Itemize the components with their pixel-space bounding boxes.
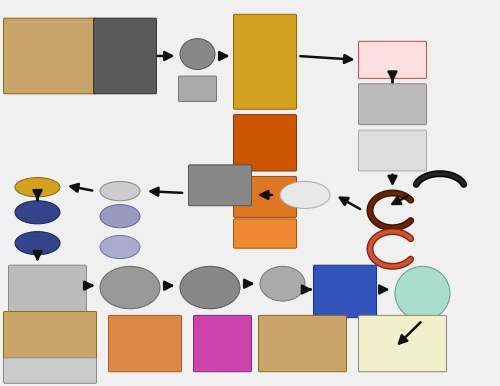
FancyBboxPatch shape (4, 358, 96, 383)
Ellipse shape (100, 266, 160, 309)
FancyBboxPatch shape (258, 315, 346, 372)
Ellipse shape (180, 39, 215, 69)
FancyBboxPatch shape (358, 130, 426, 171)
Ellipse shape (260, 266, 305, 301)
Ellipse shape (395, 266, 450, 320)
FancyBboxPatch shape (358, 84, 426, 125)
FancyBboxPatch shape (188, 165, 252, 206)
Ellipse shape (15, 178, 60, 197)
Ellipse shape (15, 232, 60, 255)
FancyBboxPatch shape (358, 315, 446, 372)
Ellipse shape (100, 181, 140, 201)
Ellipse shape (100, 235, 140, 259)
FancyBboxPatch shape (108, 315, 182, 372)
FancyBboxPatch shape (234, 176, 296, 217)
FancyBboxPatch shape (94, 18, 156, 94)
Ellipse shape (280, 181, 330, 208)
FancyBboxPatch shape (178, 76, 216, 102)
FancyBboxPatch shape (234, 14, 296, 109)
FancyBboxPatch shape (194, 315, 252, 372)
FancyBboxPatch shape (314, 265, 376, 318)
FancyBboxPatch shape (8, 265, 86, 314)
Ellipse shape (15, 201, 60, 224)
FancyBboxPatch shape (234, 219, 296, 248)
FancyBboxPatch shape (234, 115, 296, 171)
Ellipse shape (180, 266, 240, 309)
FancyBboxPatch shape (358, 41, 426, 78)
FancyBboxPatch shape (4, 312, 96, 360)
FancyBboxPatch shape (4, 18, 96, 94)
Ellipse shape (100, 205, 140, 228)
